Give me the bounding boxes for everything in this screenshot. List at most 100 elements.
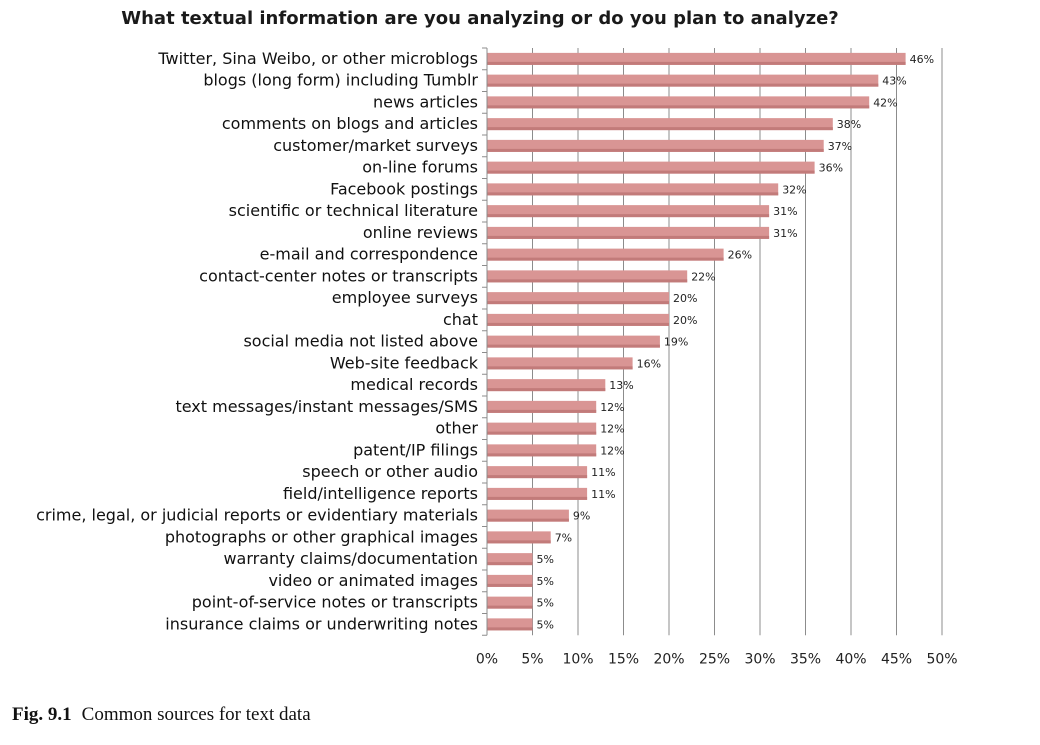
x-tick-label: 35% [790,651,821,667]
category-label: field/intelligence reports [283,484,478,503]
x-tick-label: 10% [562,651,593,667]
bar-shadow [487,235,770,239]
value-label: 12% [600,401,624,414]
category-label: on-line forums [362,158,478,177]
x-tick-label: 20% [653,651,684,667]
figure-caption-text: Common sources for text data [81,704,311,725]
category-label: online reviews [363,223,478,242]
bar-shadow [487,583,533,587]
bar-shadow [487,540,551,544]
bar-shadow [487,61,906,65]
value-label: 13% [609,379,633,392]
value-label: 5% [537,575,554,588]
x-tick-label: 5% [521,651,543,667]
bar-shadow [487,366,633,370]
value-label: 5% [537,553,554,566]
bar-shadow [487,170,815,174]
value-label: 11% [591,466,615,479]
bar-shadow [487,409,597,413]
value-label: 12% [600,444,624,457]
value-label: 31% [773,205,797,218]
value-label: 42% [873,96,897,109]
bars [487,52,906,631]
bar-shadow [487,605,533,609]
figure-caption: Fig. 9.1 Common sources for text data [12,704,311,726]
bar-shadow [487,192,779,196]
category-label: contact-center notes or transcripts [199,266,478,285]
bar-shadow [487,496,588,500]
value-label: 37% [828,140,852,153]
value-label: 12% [600,423,624,436]
x-tick-label: 40% [835,651,866,667]
bar-shadow [487,627,533,631]
chart-title: What textual information are you analyzi… [121,8,839,29]
value-label: 7% [555,531,572,544]
value-label: 20% [673,292,697,305]
bar-shadow [487,453,597,457]
value-label: 22% [691,270,715,283]
bar-shadow [487,279,688,283]
axes [482,47,488,636]
bar-shadow [487,322,669,326]
value-label: 46% [910,53,934,66]
category-label: photographs or other graphical images [165,527,478,546]
category-label: news articles [373,92,478,111]
bar-shadow [487,214,770,218]
bar-shadow [487,475,588,479]
category-label: warranty claims/documentation [223,549,478,568]
value-label: 16% [637,357,661,370]
x-tick-label: 45% [881,651,912,667]
category-label: e-mail and correspondence [260,245,478,264]
bar-chart: 0% 5% 10% 15% 20% 25% 30% 35% 40% 45% 50% Twitter, … [36,47,958,667]
category-label: speech or other audio [302,462,478,481]
bar-shadow [487,388,606,392]
value-label: 31% [773,227,797,240]
figure-caption-label: Fig. 9.1 [12,704,72,725]
bar-shadow [487,431,597,435]
bar-shadow [487,518,569,522]
value-label: 11% [591,488,615,501]
category-label: Web-site feedback [330,353,479,372]
bar-shadow [487,105,870,109]
value-label: 19% [664,336,688,349]
bar-shadow [487,127,833,131]
category-label: insurance claims or underwriting notes [165,614,478,633]
category-label: medical records [350,375,478,394]
value-label: 26% [728,249,752,262]
value-label: 5% [537,597,554,610]
value-label: 5% [537,618,554,631]
value-label: 43% [882,75,906,88]
category-label: crime, legal, or judicial reports or evi… [36,506,478,525]
x-tick-label: 50% [926,651,957,667]
category-label: social media not listed above [243,332,478,351]
bar-shadow [487,257,724,261]
category-label: scientific or technical literature [229,201,478,220]
category-label: point-of-service notes or transcripts [192,593,478,612]
labels: 0% 5% 10% 15% 20% 25% 30% 35% 40% 45% 50% Twitter, … [36,49,957,667]
bar-shadow [487,301,669,305]
category-label: text messages/instant messages/SMS [175,397,478,416]
value-label: 32% [782,183,806,196]
category-label: blogs (long form) including Tumblr [203,71,478,90]
category-label: comments on blogs and articles [222,114,478,133]
category-label: Facebook postings [330,179,478,198]
value-label: 9% [573,510,590,523]
x-tick-label: 0% [476,651,498,667]
x-tick-label: 30% [744,651,775,667]
category-label: chat [443,310,478,329]
category-label: patent/IP filings [353,440,478,459]
bar-shadow [487,344,660,348]
value-label: 36% [819,162,843,175]
x-tick-label: 25% [699,651,730,667]
category-label: other [435,419,478,438]
category-label: video or animated images [268,571,478,590]
category-label: Twitter, Sina Weibo, or other microblogs [157,49,478,68]
category-label: customer/market surveys [273,136,478,155]
bar-shadow [487,148,824,152]
category-label: employee surveys [332,288,478,307]
bar-shadow [487,562,533,566]
value-label: 20% [673,314,697,327]
x-tick-label: 15% [608,651,639,667]
value-label: 38% [837,118,861,131]
bar-shadow [487,83,879,87]
